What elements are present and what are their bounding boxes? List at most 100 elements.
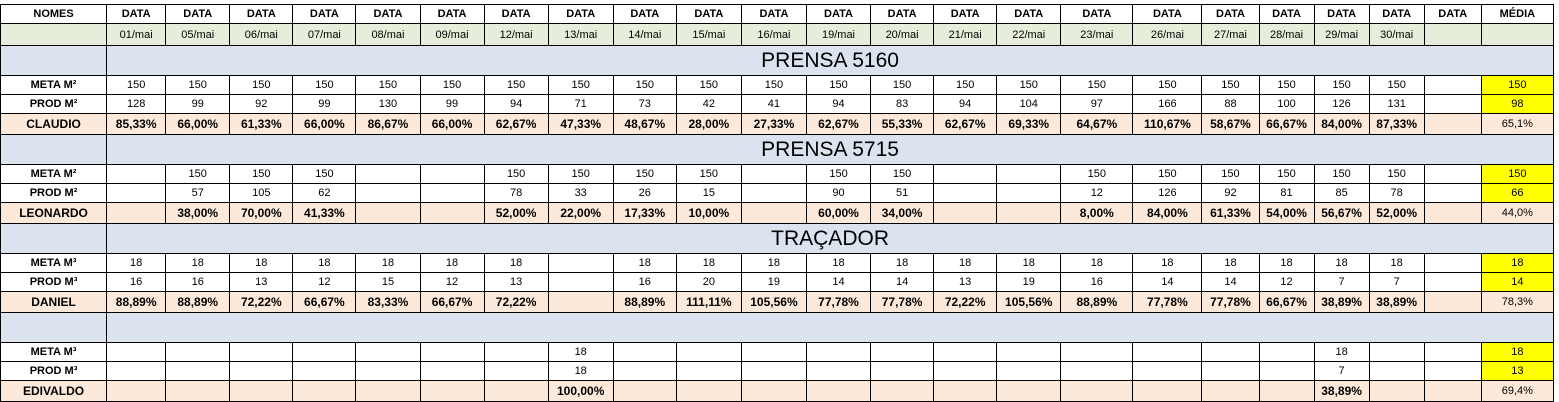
percent-cell[interactable]: 66,67% [1258, 291, 1315, 313]
percent-cell[interactable]: 8,00% [1060, 202, 1134, 224]
percent-cell[interactable]: 38,89% [1368, 291, 1425, 313]
percent-cell[interactable]: 55,33% [870, 113, 935, 135]
avg-percent-cell[interactable]: 65,1% [1480, 113, 1555, 135]
percent-cell[interactable]: 38,00% [165, 202, 231, 224]
person-name[interactable]: EDIVALDO [0, 380, 108, 402]
prod-cell[interactable]: 92 [229, 94, 294, 114]
percent-cell[interactable]: 58,67% [1201, 113, 1260, 135]
prod-cell[interactable]: 13 [483, 272, 549, 292]
meta-cell[interactable]: 150 [547, 164, 614, 184]
meta-label[interactable]: META M³ [0, 342, 108, 362]
percent-cell[interactable]: 56,67% [1313, 202, 1370, 224]
avg-percent-cell[interactable]: 78,3% [1480, 291, 1555, 313]
prod-cell[interactable]: 94 [933, 94, 998, 114]
prod-cell[interactable]: 92 [1201, 183, 1260, 203]
prod-cell[interactable]: 33 [547, 183, 614, 203]
meta-cell[interactable]: 18 [106, 253, 167, 273]
header-data-cell[interactable]: DATA [996, 4, 1062, 24]
prod-cell[interactable] [996, 361, 1062, 381]
prod-cell[interactable] [1423, 272, 1482, 292]
percent-cell[interactable] [870, 380, 935, 402]
meta-cell[interactable] [229, 342, 294, 362]
header-data-cell[interactable]: DATA [612, 4, 677, 24]
prod-cell[interactable]: 14 [805, 272, 872, 292]
percent-cell[interactable]: 38,89% [1313, 380, 1370, 402]
prod-cell[interactable]: 99 [292, 94, 357, 114]
prod-label[interactable]: PROD M³ [0, 361, 108, 381]
percent-cell[interactable]: 88,89% [612, 291, 677, 313]
meta-cell[interactable] [740, 342, 807, 362]
prod-cell[interactable] [1201, 361, 1260, 381]
date-cell[interactable]: 12/mai [483, 23, 549, 46]
prod-cell[interactable]: 126 [1313, 94, 1370, 114]
percent-cell[interactable]: 77,78% [805, 291, 872, 313]
meta-cell[interactable] [1132, 342, 1203, 362]
meta-cell[interactable]: 18 [355, 253, 421, 273]
date-cell[interactable]: 30/mai [1368, 23, 1425, 46]
prod-cell[interactable] [1423, 183, 1482, 203]
percent-cell[interactable]: 66,67% [1258, 113, 1315, 135]
percent-cell[interactable] [1258, 380, 1315, 402]
date-cell[interactable]: 13/mai [547, 23, 614, 46]
header-data-cell[interactable]: DATA [1132, 4, 1203, 24]
percent-cell[interactable] [355, 380, 421, 402]
meta-cell[interactable]: 18 [675, 253, 742, 273]
date-cell[interactable]: 08/mai [355, 23, 421, 46]
header-data-cell[interactable]: DATA [547, 4, 614, 24]
meta-cell[interactable]: 18 [1201, 253, 1260, 273]
percent-cell[interactable] [1201, 380, 1260, 402]
meta-cell[interactable]: 18 [996, 253, 1062, 273]
meta-cell[interactable]: 150 [933, 75, 998, 95]
meta-cell[interactable]: 18 [1132, 253, 1203, 273]
prod-cell[interactable]: 97 [1060, 94, 1134, 114]
prod-cell[interactable]: 90 [805, 183, 872, 203]
meta-cell[interactable]: 150 [483, 75, 549, 95]
meta-cell[interactable]: 150 [996, 75, 1062, 95]
percent-cell[interactable] [419, 202, 485, 224]
prod-cell[interactable]: 131 [1368, 94, 1425, 114]
meta-cell[interactable]: 150 [805, 75, 872, 95]
meta-cell[interactable]: 150 [1060, 75, 1134, 95]
meta-cell[interactable]: 18 [165, 253, 231, 273]
meta-cell[interactable]: 18 [1313, 253, 1370, 273]
prod-cell[interactable]: 19 [740, 272, 807, 292]
prod-cell[interactable]: 19 [996, 272, 1062, 292]
header-data-cell[interactable]: DATA [106, 4, 167, 24]
prod-cell[interactable] [165, 361, 231, 381]
prod-cell[interactable]: 14 [1132, 272, 1203, 292]
meta-cell[interactable]: 150 [292, 75, 357, 95]
date-cell[interactable]: 01/mai [106, 23, 167, 46]
avg-prod-cell[interactable]: 98 [1480, 94, 1555, 114]
percent-cell[interactable]: 34,00% [870, 202, 935, 224]
avg-percent-cell[interactable]: 69,4% [1480, 380, 1555, 402]
prod-cell[interactable] [933, 183, 998, 203]
section-lead-cell[interactable] [0, 223, 108, 254]
meta-cell[interactable]: 18 [1368, 253, 1425, 273]
meta-cell[interactable]: 150 [1060, 164, 1134, 184]
percent-cell[interactable]: 72,22% [933, 291, 998, 313]
date-cell[interactable]: 05/mai [165, 23, 231, 46]
prod-cell[interactable]: 57 [165, 183, 231, 203]
prod-cell[interactable]: 12 [1060, 183, 1134, 203]
percent-cell[interactable]: 69,33% [996, 113, 1062, 135]
prod-cell[interactable]: 26 [612, 183, 677, 203]
meta-cell[interactable]: 18 [547, 342, 614, 362]
prod-cell[interactable] [355, 361, 421, 381]
prod-cell[interactable]: 78 [483, 183, 549, 203]
meta-cell[interactable]: 150 [870, 164, 935, 184]
percent-cell[interactable] [996, 202, 1062, 224]
prod-cell[interactable] [483, 361, 549, 381]
meta-cell[interactable] [996, 342, 1062, 362]
date-cell[interactable] [1423, 23, 1482, 46]
prod-cell[interactable]: 71 [547, 94, 614, 114]
percent-cell[interactable]: 22,00% [547, 202, 614, 224]
meta-cell[interactable]: 18 [1313, 342, 1370, 362]
dates-blank-cell[interactable] [0, 23, 108, 46]
section-lead-cell[interactable] [0, 134, 108, 165]
meta-cell[interactable]: 150 [1313, 164, 1370, 184]
date-cell[interactable]: 21/mai [933, 23, 998, 46]
meta-cell[interactable]: 18 [292, 253, 357, 273]
meta-cell[interactable] [933, 342, 998, 362]
prod-cell[interactable] [1060, 361, 1134, 381]
prod-cell[interactable]: 7 [1313, 272, 1370, 292]
